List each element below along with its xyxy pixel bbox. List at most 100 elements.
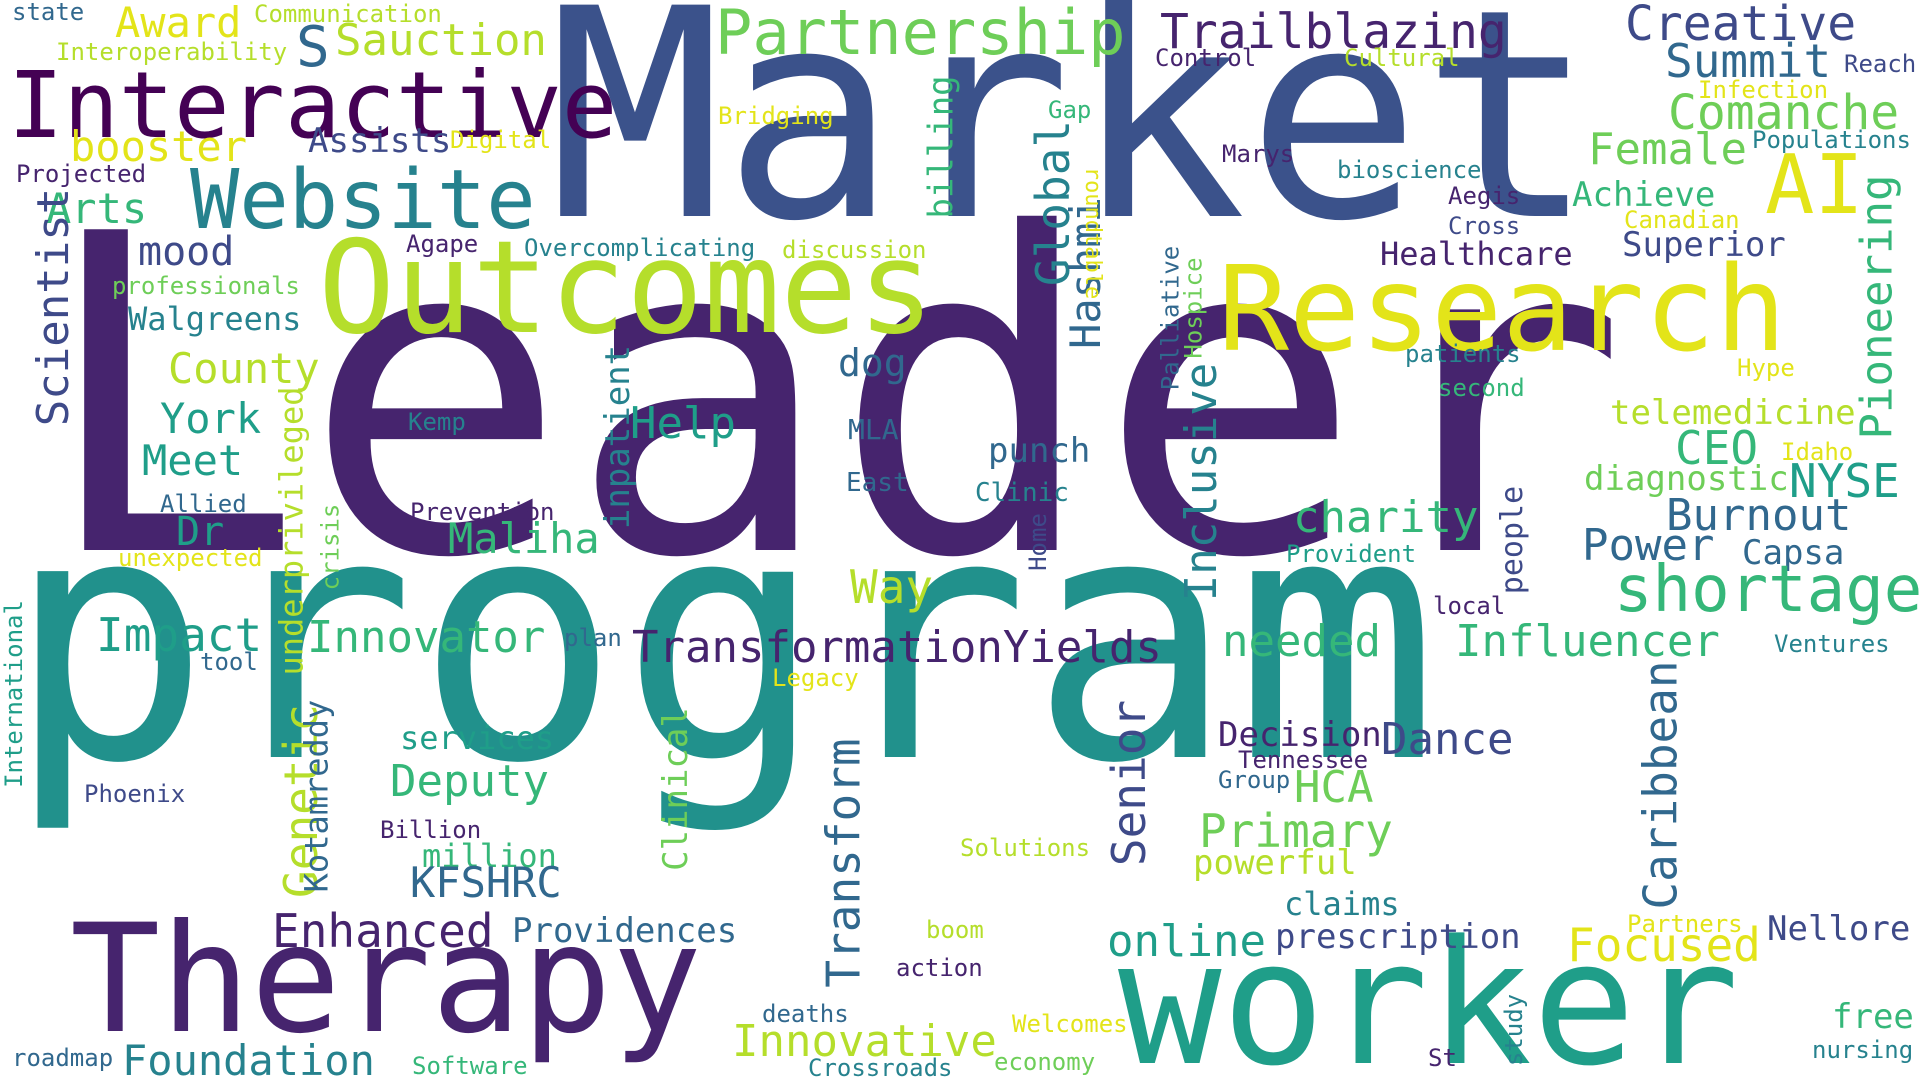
word-nellore: Nellore	[1767, 909, 1911, 949]
word-overcomplicating: Overcomplicating	[524, 234, 756, 262]
word-gap: Gap	[1048, 96, 1092, 124]
word-leader: Leader	[38, 142, 1628, 654]
word-female: Female	[1588, 124, 1747, 175]
word-enhanced: Enhanced	[272, 904, 494, 958]
word-deaths: deaths	[762, 1000, 849, 1028]
word-therapy: Therapy	[70, 893, 703, 1067]
word-trailblazing: Trailblazing	[1160, 4, 1507, 60]
word-services: services	[400, 719, 555, 757]
word-partners: Partners	[1627, 910, 1743, 938]
word-interoperability: Interoperability	[56, 38, 288, 66]
word-hospice: Hospice	[1179, 257, 1208, 359]
word-prescription: prescription	[1275, 917, 1521, 957]
word-market: Market	[548, 0, 1596, 285]
word-decision: Decision	[1218, 715, 1382, 755]
word-cultural: Cultural	[1344, 44, 1460, 72]
word-billing: billing	[921, 75, 962, 219]
word-award: Award	[115, 0, 242, 47]
word-nursing: nursing	[1812, 1036, 1914, 1064]
word-assists: Assists	[308, 121, 452, 161]
word-scientist: Scientist	[28, 187, 80, 427]
word-east: East	[846, 468, 909, 498]
word-infection: Infection	[1698, 76, 1829, 104]
word-research: Research	[1218, 240, 1787, 378]
word-summit: Summit	[1665, 34, 1832, 88]
word-ventures: Ventures	[1774, 630, 1890, 658]
word-home: Home	[1023, 513, 1052, 571]
word-maliha: Maliha	[448, 514, 600, 563]
word-burnout: Burnout	[1666, 490, 1852, 541]
word-inpatient: inpatient	[598, 344, 639, 530]
word-reach: Reach	[1844, 50, 1917, 78]
word-state: state	[12, 0, 85, 26]
word-second: second	[1438, 374, 1525, 402]
word-walgreens: Walgreens	[128, 300, 302, 338]
word-mood: mood	[138, 229, 235, 275]
word-software: Software	[412, 1052, 528, 1080]
word-billion: Billion	[380, 816, 482, 844]
word-help: Help	[630, 398, 736, 449]
word-patients: patients	[1405, 340, 1521, 368]
word-idaho: Idaho	[1781, 438, 1854, 466]
word-york: York	[160, 394, 262, 443]
word-superior: Superior	[1622, 225, 1786, 265]
word-transformationyields: TransformationYields	[632, 622, 1162, 673]
word-solutions: Solutions	[960, 834, 1091, 862]
word-control: Control	[1155, 44, 1257, 72]
word-roadmap: roadmap	[12, 1044, 114, 1072]
word-projected: Projected	[16, 160, 147, 188]
word-local: local	[1433, 592, 1506, 620]
word-cross: Cross	[1448, 212, 1521, 240]
word-outcomes: Outcomes	[318, 214, 935, 363]
word-group: Group	[1218, 766, 1291, 794]
word-legacy: Legacy	[772, 664, 859, 692]
word-foundation: Foundation	[122, 1036, 375, 1080]
word-welcomes: Welcomes	[1012, 1010, 1128, 1038]
word-charity: charity	[1293, 492, 1479, 543]
word-diagnostic: diagnostic	[1584, 459, 1789, 499]
word-bridging: Bridging	[718, 102, 834, 130]
word-free: free	[1832, 997, 1914, 1037]
word-ai: AI	[1765, 138, 1864, 233]
word-aegis: Aegis	[1448, 182, 1521, 210]
word-online: online	[1107, 916, 1266, 967]
word-arts: Arts	[46, 184, 148, 233]
word-people: people	[1495, 485, 1531, 595]
word-achieve: Achieve	[1572, 175, 1716, 215]
word-nyse: NYSE	[1789, 454, 1900, 508]
word-primary: Primary	[1199, 804, 1393, 858]
word-capsa: Capsa	[1742, 533, 1845, 573]
word-tool: tool	[200, 648, 258, 676]
word-innovator: Innovator	[307, 612, 546, 663]
word-roundtable: roundtable	[1080, 166, 1106, 300]
word-discussion: discussion	[782, 236, 927, 264]
word-worker: worker	[1118, 903, 1740, 1080]
word-inclusive: Inclusive	[1176, 362, 1228, 602]
word-county: County	[168, 344, 320, 393]
word-digital: Digital	[450, 126, 552, 154]
word-comanche: Comanche	[1668, 85, 1900, 141]
word-crossroads: Crossroads	[808, 1054, 953, 1080]
word-agape: Agape	[406, 230, 479, 258]
word-impact: Impact	[96, 608, 263, 662]
word-populations: Populations	[1752, 126, 1911, 154]
word-booster: booster	[70, 122, 248, 171]
word-s: S	[296, 15, 330, 80]
word-boom: boom	[926, 916, 984, 944]
word-meet: Meet	[142, 436, 244, 485]
word-dance: Dance	[1381, 714, 1514, 765]
word-kfshrc: KFSHRC	[410, 858, 562, 907]
word-influencer: Influencer	[1455, 616, 1720, 667]
word-clinical: Clinical	[655, 707, 696, 871]
word-action: action	[896, 954, 983, 982]
word-communication: Communication	[254, 0, 442, 28]
word-healthcare: Healthcare	[1380, 235, 1573, 273]
word-unexpected: unexpected	[118, 544, 263, 572]
word-senior: Senior	[1102, 699, 1157, 867]
word-providences: Providences	[512, 911, 738, 951]
word-telemedicine: telemedicine	[1610, 393, 1856, 433]
word-kemp: Kemp	[408, 408, 466, 436]
word-deputy: Deputy	[390, 756, 549, 807]
word-innovative: Innovative	[732, 1016, 997, 1067]
